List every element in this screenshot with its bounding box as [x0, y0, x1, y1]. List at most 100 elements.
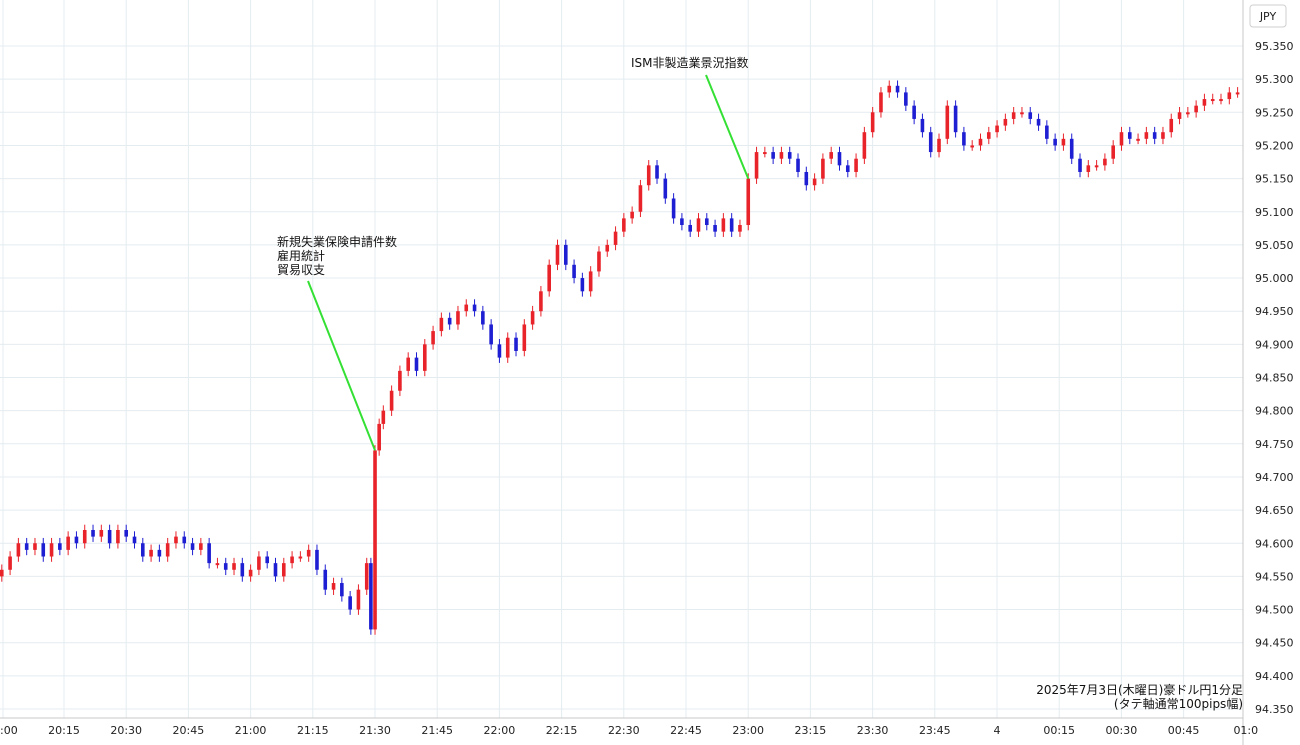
candle-body — [1194, 105, 1198, 113]
y-tick-label: 94.900 — [1255, 338, 1294, 351]
candle-body — [265, 556, 270, 564]
y-tick-label: 94.350 — [1255, 703, 1294, 716]
chart-caption-line-2: (タテ軸通常100pips幅) — [1114, 696, 1243, 711]
candle-body — [298, 556, 303, 559]
y-tick-label: 94.650 — [1255, 504, 1294, 517]
candle-body — [497, 344, 502, 358]
candle-body — [1078, 158, 1082, 172]
candle-body — [157, 549, 162, 557]
candle-body — [481, 311, 485, 325]
candle-body — [91, 529, 95, 537]
grid — [0, 0, 1247, 718]
candle-body — [622, 218, 626, 232]
candle-body — [829, 152, 833, 159]
candle-body — [845, 165, 850, 172]
candle-body — [273, 563, 278, 577]
candle-body — [953, 105, 958, 133]
candle-body — [248, 569, 253, 577]
candle-body — [530, 311, 535, 325]
candle-body — [215, 563, 220, 566]
candle-body — [74, 536, 79, 544]
x-tick-label: 23:00 — [732, 724, 764, 737]
annotation-text: 新規失業保険申請件数 — [277, 234, 397, 249]
candle-body — [704, 218, 709, 226]
y-tick-label: 94.700 — [1255, 471, 1294, 484]
candle-body — [1161, 132, 1165, 139]
candle-body — [132, 536, 137, 544]
candle-body — [680, 218, 684, 226]
candle-body — [447, 317, 452, 325]
candle-body — [306, 549, 311, 557]
y-tick-label: 94.800 — [1255, 405, 1294, 418]
y-tick-label: 94.850 — [1255, 372, 1294, 385]
candle-body — [1177, 112, 1182, 119]
candle-body — [655, 165, 659, 179]
candle-body — [920, 118, 925, 133]
y-tick-label: 95.350 — [1255, 40, 1294, 53]
candle-body — [0, 569, 4, 577]
annotation-line — [307, 280, 376, 451]
candle-body — [812, 178, 817, 186]
candle-body — [870, 112, 875, 133]
candle-body — [373, 450, 377, 630]
candle-body — [439, 317, 444, 332]
candle-body — [1111, 145, 1115, 159]
y-tick-label: 95.300 — [1255, 73, 1294, 86]
candle-body — [1235, 92, 1240, 95]
candle-body — [879, 92, 883, 113]
candle-body — [356, 589, 361, 610]
candle-body — [377, 423, 381, 451]
candle-body — [1219, 99, 1223, 102]
candle-body — [937, 138, 941, 153]
candle-body — [763, 152, 767, 155]
candle-body — [124, 529, 129, 537]
candle-body — [1045, 125, 1049, 139]
candle-body — [779, 152, 784, 159]
candle-body — [663, 178, 668, 199]
x-tick-label: 4 — [994, 724, 1001, 737]
candle-body — [713, 225, 717, 232]
candle-body — [223, 563, 228, 570]
candle-body — [1011, 112, 1016, 119]
candle-body — [24, 543, 29, 550]
annotation-text: 雇用統計 — [277, 248, 325, 263]
candle-body — [787, 152, 792, 159]
candle-body — [182, 536, 187, 544]
candle-body — [422, 344, 427, 371]
candle-body — [771, 152, 775, 159]
y-tick-label: 94.450 — [1255, 637, 1294, 650]
candle-body — [1061, 138, 1066, 146]
candle-body — [199, 543, 203, 550]
candle-body — [340, 583, 344, 597]
candle-body — [804, 171, 809, 186]
unit-label-box — [1249, 4, 1287, 28]
candle-body — [638, 185, 643, 212]
candle-body — [58, 543, 62, 550]
x-tick-label: 23:15 — [795, 724, 827, 737]
x-tick-label: 00:15 — [1043, 724, 1075, 737]
candle-body — [1186, 112, 1190, 115]
x-tick-label: :00 — [0, 724, 18, 737]
candle-body — [1144, 132, 1149, 139]
y-tick-label: 95.100 — [1255, 206, 1294, 219]
candle-body — [646, 165, 651, 186]
candle-body — [414, 357, 419, 371]
x-tick-label: 21:00 — [235, 724, 267, 737]
candle-body — [1210, 99, 1215, 102]
candle-body — [41, 543, 46, 557]
candle-body — [364, 563, 369, 590]
candle-body — [970, 145, 974, 148]
candle-body — [1136, 138, 1140, 141]
candle-body — [281, 563, 286, 577]
candle-body — [66, 536, 70, 550]
x-tick-label: 22:45 — [670, 724, 702, 737]
candle-body — [837, 152, 842, 166]
candle-body — [1127, 132, 1132, 139]
candle-body — [406, 357, 411, 371]
candle-body — [895, 85, 900, 93]
candle-body — [928, 132, 933, 153]
candle-body — [572, 264, 576, 279]
y-tick-label: 95.050 — [1255, 239, 1294, 252]
candle-body — [174, 536, 178, 544]
